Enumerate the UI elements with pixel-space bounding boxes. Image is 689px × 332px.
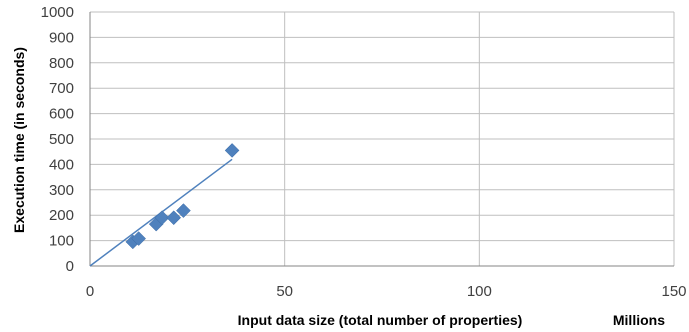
y-tick-label: 700 xyxy=(49,80,74,97)
data-point-diamond xyxy=(176,203,191,218)
x-axis-title: Input data size (total number of propert… xyxy=(238,312,523,328)
x-tick-label: 0 xyxy=(86,283,94,300)
data-point-diamond xyxy=(166,210,182,226)
x-axis-unit-label: Millions xyxy=(613,312,665,328)
y-tick-label: 900 xyxy=(49,29,74,46)
y-axis-title: Execution time (in seconds) xyxy=(11,47,27,233)
y-tick-label: 300 xyxy=(49,182,74,199)
axes xyxy=(89,12,674,267)
data-points xyxy=(125,143,240,250)
y-tick-labels: 0 100 200 300 400 500 600 700 800 900 1000 xyxy=(41,4,74,275)
x-tick-label: 100 xyxy=(467,283,492,300)
y-tick-label: 600 xyxy=(49,106,74,123)
y-tick-label: 200 xyxy=(49,207,74,224)
y-tick-label: 0 xyxy=(66,258,74,275)
y-tick-label: 400 xyxy=(49,156,74,173)
x-tick-label: 150 xyxy=(661,283,686,300)
y-tick-label: 800 xyxy=(49,55,74,72)
y-tick-label: 100 xyxy=(49,233,74,250)
data-point-diamond xyxy=(154,210,170,226)
x-tick-labels: 0 50 100 150 xyxy=(86,283,687,300)
data-point-diamond xyxy=(224,143,240,158)
y-tick-label: 500 xyxy=(49,131,74,148)
data-point-diamond xyxy=(131,231,147,246)
x-tick-label: 50 xyxy=(276,283,293,300)
grid-lines xyxy=(90,11,675,266)
y-tick-label: 1000 xyxy=(41,4,74,21)
